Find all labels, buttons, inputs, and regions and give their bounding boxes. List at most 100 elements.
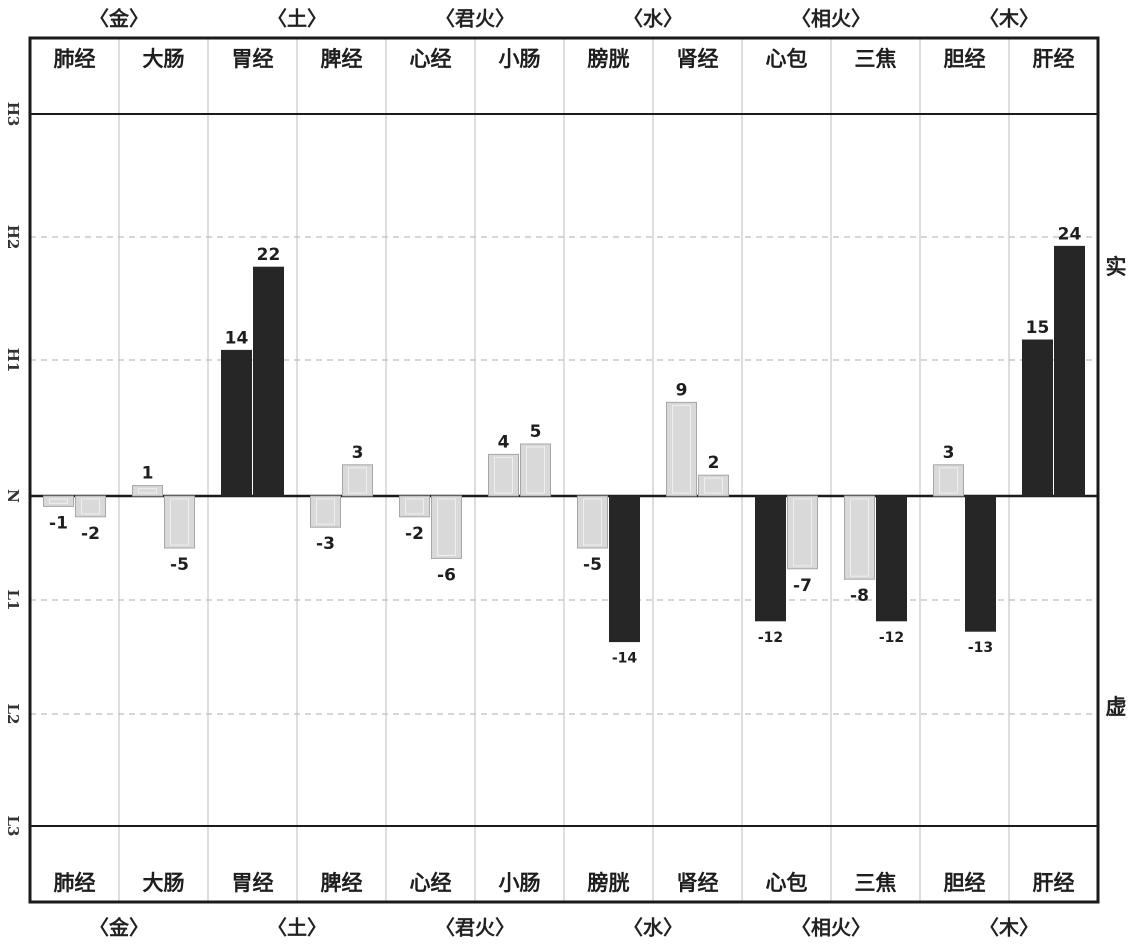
group-label-bottom: 〈金〉: [89, 916, 149, 940]
group-label-bottom: 〈水〉: [623, 916, 683, 940]
level-label: H2: [4, 225, 22, 250]
category-label-bottom: 膀胱: [587, 871, 630, 895]
side-label-excess: 实: [1106, 255, 1127, 279]
bar-highlight: [793, 498, 812, 567]
bar-value-label: -14: [612, 651, 638, 667]
category-label-top: 胃经: [232, 47, 274, 71]
category-label-top: 肝经: [1033, 47, 1075, 71]
bar-value-label: -5: [583, 555, 602, 575]
category-label-bottom: 大肠: [143, 871, 185, 895]
bar-highlight: [850, 498, 869, 577]
bar: [876, 495, 907, 622]
group-label-top: 〈水〉: [623, 7, 683, 31]
bar-highlight: [494, 456, 513, 494]
side-label-deficiency: 虚: [1106, 695, 1127, 719]
category-label-bottom: 心经: [410, 871, 452, 895]
group-label-top: 〈金〉: [89, 7, 149, 31]
group-label-bottom: 〈君火〉: [435, 916, 515, 940]
bar: [609, 495, 640, 643]
category-label-bottom: 心包: [766, 871, 808, 895]
level-label: L3: [4, 816, 22, 837]
bar-highlight: [316, 498, 335, 525]
level-label: H3: [4, 102, 22, 127]
bar-value-label: 9: [676, 380, 688, 400]
bar-value-label: -1: [49, 513, 68, 533]
bar-highlight: [49, 498, 68, 504]
bar: [164, 495, 195, 549]
bar-highlight: [81, 498, 100, 515]
bar: [221, 349, 252, 497]
bar: [431, 495, 462, 559]
bar: [666, 401, 697, 497]
bar-highlight: [138, 488, 157, 494]
bar-highlight: [939, 467, 958, 494]
bar-value-label: 24: [1058, 224, 1082, 244]
category-label-bottom: 肺经: [54, 871, 96, 895]
bar: [75, 495, 106, 518]
bar-value-label: 4: [498, 432, 510, 452]
category-label-bottom: 胃经: [232, 871, 274, 895]
group-label-top: 〈相火〉: [791, 7, 871, 31]
bar: [43, 495, 74, 507]
bar-value-label: 22: [257, 245, 281, 265]
level-label: N: [4, 489, 22, 503]
bar: [698, 474, 729, 497]
bar: [577, 495, 608, 549]
bar: [253, 266, 284, 497]
bar-value-label: -13: [968, 640, 993, 656]
bar-highlight: [170, 498, 189, 546]
category-label-bottom: 脾经: [321, 871, 363, 895]
bar: [310, 495, 341, 528]
bar-value-label: -6: [437, 565, 456, 585]
bar-highlight: [704, 477, 723, 494]
bar: [844, 495, 875, 580]
category-label-bottom: 三焦: [855, 871, 897, 895]
bar-highlight: [348, 467, 367, 494]
bar-highlight: [437, 498, 456, 556]
bar-highlight: [405, 498, 424, 515]
bar-highlight: [583, 498, 602, 546]
labels-layer: H3H2H1NL1L2L3〈金〉〈金〉〈土〉〈土〉〈君火〉〈君火〉〈水〉〈水〉〈…: [4, 7, 1127, 940]
bar-value-label: -12: [879, 630, 904, 646]
category-label-top: 膀胱: [587, 47, 630, 71]
category-label-bottom: 肾经: [677, 871, 719, 895]
bar: [132, 485, 163, 497]
group-label-top: 〈木〉: [979, 7, 1039, 31]
bar: [933, 464, 964, 497]
group-label-bottom: 〈土〉: [267, 916, 327, 940]
category-label-top: 三焦: [855, 47, 897, 71]
bar-value-label: 14: [225, 328, 249, 348]
bar-value-label: 2: [708, 453, 720, 473]
bar-highlight: [526, 446, 545, 494]
category-label-top: 肾经: [677, 47, 719, 71]
bar-value-label: -12: [758, 630, 783, 646]
group-label-bottom: 〈木〉: [979, 916, 1039, 940]
bar: [1054, 245, 1085, 497]
bar-value-label: -7: [793, 576, 812, 596]
group-label-top: 〈君火〉: [435, 7, 515, 31]
category-label-bottom: 小肠: [499, 871, 541, 895]
bar: [755, 495, 786, 622]
bar: [965, 495, 996, 632]
bar-value-label: -5: [170, 555, 189, 575]
bar: [399, 495, 430, 518]
bar-value-label: -8: [850, 586, 869, 606]
bar-value-label: 5: [530, 422, 542, 442]
bar-highlight: [672, 404, 691, 494]
bar: [520, 443, 551, 497]
bar: [1022, 339, 1053, 497]
bar-value-label: -2: [405, 524, 424, 544]
bars-layer: [43, 245, 1085, 643]
category-label-bottom: 肝经: [1033, 871, 1075, 895]
category-label-top: 心包: [766, 47, 808, 71]
chart-frame: [28, 36, 1100, 904]
level-label: L2: [4, 704, 22, 725]
group-label-top: 〈土〉: [267, 7, 327, 31]
group-label-bottom: 〈相火〉: [791, 916, 871, 940]
bar-value-label: 1: [142, 464, 154, 484]
bar-value-label: 3: [943, 443, 955, 463]
category-label-top: 胆经: [944, 47, 986, 71]
bar-value-label: -2: [81, 524, 100, 544]
bar: [488, 453, 519, 497]
